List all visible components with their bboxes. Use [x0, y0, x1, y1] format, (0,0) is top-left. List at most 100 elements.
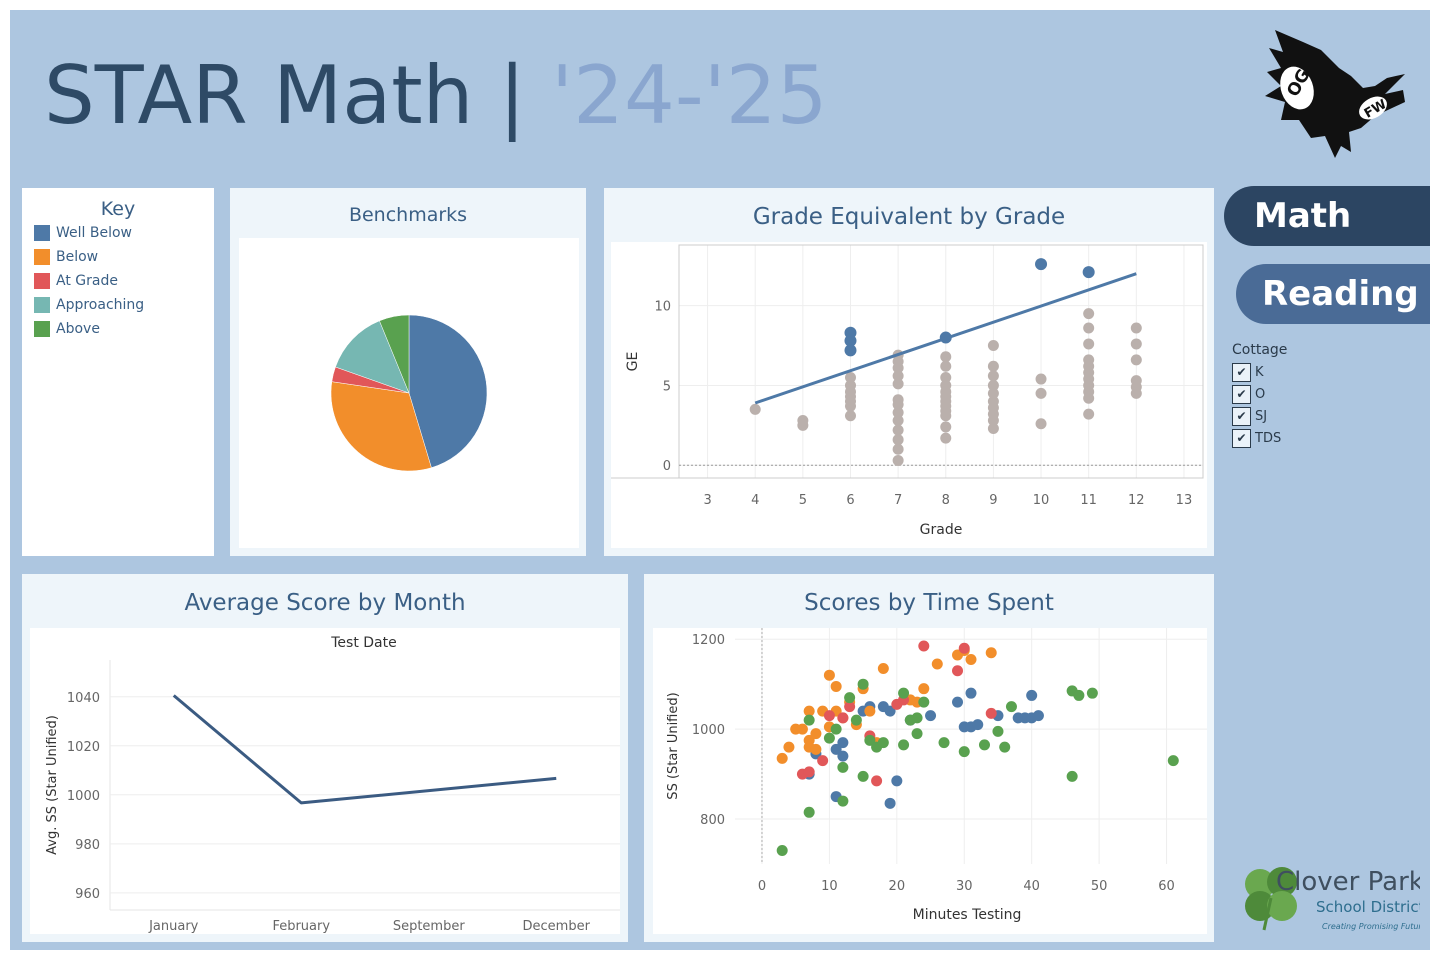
cottage-checkbox-o[interactable]: ✔ O [1232, 384, 1265, 404]
ge-point-23 [940, 351, 952, 363]
legend-label: Well Below [56, 225, 132, 241]
time-point-2-10 [918, 640, 930, 652]
x-tick-label-2: 5 [799, 493, 807, 508]
time-point-3-15 [898, 687, 910, 699]
cottage-checkbox-k[interactable]: ✔ K [1232, 362, 1264, 382]
y-tick-label-3: 1020 [67, 740, 100, 755]
checkbox-check-icon: ✔ [1232, 406, 1251, 426]
time-point-3-13 [877, 737, 889, 749]
scores-by-time-chart: 0 10 20 30 40 50 60 800 1000 1200 Minutes Testing S… [653, 628, 1207, 934]
time-point-3-29 [1086, 687, 1098, 699]
x-tick-label-0: January [148, 919, 199, 934]
ge-by-grade-chart: 3 4 5 6 7 8 9 10 11 12 13 0 5 10 Grade GE [611, 242, 1207, 548]
time-point-2-1 [803, 766, 815, 778]
y-tick-label-1: 1000 [692, 723, 725, 738]
plot-background [653, 628, 1207, 934]
logo-name-1: Clover Park [1276, 867, 1420, 897]
time-point-3-26 [1066, 770, 1078, 782]
avg-by-month-chart: Test Date 960 980 1000 1020 1040 January Februa… [30, 628, 620, 934]
time-point-1-8 [810, 743, 822, 755]
x-tick-label-2: September [393, 919, 466, 934]
math-nav-button[interactable]: Math [1224, 186, 1430, 246]
time-point-3-2 [803, 714, 815, 726]
legend-label: At Grade [56, 273, 118, 289]
ge-point-12 [892, 362, 904, 374]
time-point-1-20 [877, 662, 889, 674]
legend-item-approaching: Approaching [34, 296, 144, 314]
title-year: '24-'25 [551, 49, 828, 142]
ge-highlight-point-4 [1035, 258, 1048, 271]
x-tick-label-10: 13 [1176, 493, 1193, 508]
ge-point-44 [987, 423, 999, 435]
time-point-0-24 [1032, 710, 1044, 722]
time-point-1-0 [776, 752, 788, 764]
legend-title: Key [100, 198, 136, 220]
benchmarks-panel: Benchmarks [230, 188, 586, 556]
ge-highlight-point-5 [1082, 266, 1095, 279]
time-point-3-22 [978, 739, 990, 751]
legend-item-above: Above [34, 320, 100, 338]
ge-point-48 [1083, 308, 1095, 320]
x-tick-label-3: 30 [956, 879, 973, 894]
ge-point-17 [892, 407, 904, 419]
ge-point-21 [892, 443, 904, 455]
cottage-checkbox-sj[interactable]: ✔ SJ [1232, 406, 1267, 426]
time-point-1-4 [803, 705, 815, 717]
y-axis-title: Avg. SS (Star Unified) [45, 715, 60, 855]
reading-nav-button[interactable]: Reading [1236, 264, 1430, 324]
legend-label: Below [56, 249, 99, 265]
column-header: Test Date [330, 635, 396, 651]
y-tick-label-2: 1200 [692, 633, 725, 648]
time-point-0-2 [830, 743, 842, 755]
time-point-0-17 [965, 687, 977, 699]
ge-point-60 [1130, 338, 1142, 350]
ge-point-38 [987, 379, 999, 391]
x-tick-label-5: 50 [1091, 879, 1108, 894]
ge-point-34 [940, 432, 952, 444]
plot-border [678, 244, 1204, 479]
ge-point-39 [987, 387, 999, 399]
math-nav-label: Math [1254, 196, 1352, 236]
legend-item-well-below: Well Below [34, 224, 132, 242]
time-point-0-13 [925, 710, 937, 722]
ge-by-grade-panel: Grade Equivalent by Grade 3 4 5 6 7 8 9 10 11 12 1… [604, 188, 1214, 556]
time-point-2-7 [871, 775, 883, 787]
time-point-3-14 [898, 739, 910, 751]
ge-point-36 [987, 360, 999, 372]
y-tick-label-0: 960 [75, 887, 100, 902]
time-point-1-3 [796, 723, 808, 735]
legend-swatch [34, 297, 50, 313]
ge-highlight-point-1 [844, 334, 857, 347]
time-point-3-4 [830, 723, 842, 735]
x-tick-label-0: 0 [758, 879, 766, 894]
benchmarks-title: Benchmarks [348, 204, 468, 226]
ge-point-2 [797, 419, 809, 431]
pie-slice-3 [335, 320, 410, 394]
time-point-2-3 [823, 710, 835, 722]
plot-background [611, 242, 1207, 548]
time-point-3-21 [958, 746, 970, 758]
time-point-1-18 [864, 705, 876, 717]
time-point-3-5 [837, 795, 849, 807]
benchmarks-pie-chart [330, 314, 488, 472]
ge-point-16 [892, 399, 904, 411]
time-point-0-14 [952, 696, 964, 708]
ge-point-24 [940, 360, 952, 372]
legend-panel: Key Well Below Below At Grade Approachin… [22, 188, 214, 556]
y-tick-label-2: 10 [654, 300, 671, 315]
checkbox-check-icon: ✔ [1232, 428, 1251, 448]
x-tick-label-8: 11 [1080, 493, 1097, 508]
time-point-3-20 [938, 737, 950, 749]
time-point-1-28 [985, 647, 997, 659]
trend-line [754, 272, 1137, 405]
time-point-2-11 [952, 665, 964, 677]
time-point-1-1 [783, 741, 795, 753]
y-tick-label-1: 5 [663, 379, 671, 394]
legend-label: Approaching [56, 297, 145, 313]
cottage-filter-title: Cottage [1232, 342, 1288, 358]
cottage-checkbox-tds[interactable]: ✔ TDS [1232, 428, 1281, 448]
checkbox-label: K [1255, 364, 1264, 380]
ge-point-45 [1035, 373, 1047, 385]
ge-point-43 [987, 415, 999, 427]
reading-nav-label: Reading [1262, 274, 1419, 314]
